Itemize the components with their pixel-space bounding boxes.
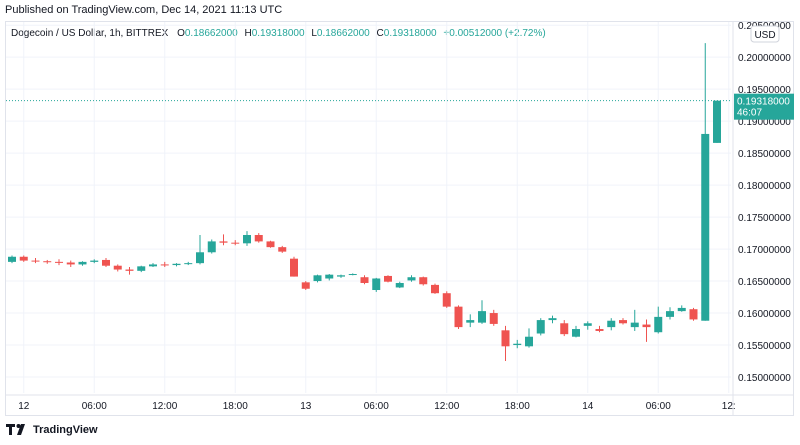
symbol-title[interactable]: Dogecoin / US Dollar, 1h, BITTREX [11,28,169,39]
brand-name: TradingView [33,424,98,436]
tradingview-logo-icon [6,424,28,436]
open-value: 0.18662000 [184,28,238,39]
high-value: 0.19318000 [251,28,305,39]
low-value: 0.18662000 [316,28,370,39]
high-label: H [244,28,252,39]
ohlc-legend: Dogecoin / US Dollar, 1h, BITTREX O0.186… [11,28,550,39]
open-label: O [177,28,185,39]
low-label: L [311,28,317,39]
chart-frame [5,21,794,416]
close-label: C [376,28,384,39]
change-value: +0.00512000 (+2.72%) [443,28,546,39]
close-value: 0.19318000 [383,28,437,39]
footer-brand: TradingView [6,424,98,436]
published-caption: Published on TradingView.com, Dec 14, 20… [5,4,283,16]
